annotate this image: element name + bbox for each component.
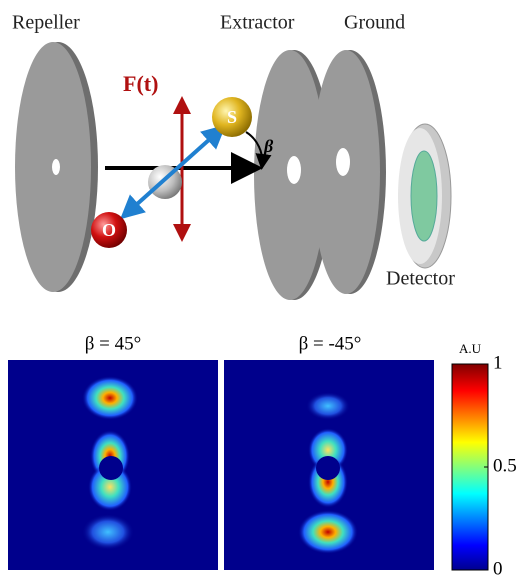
ground-label: Ground <box>344 12 405 34</box>
image-panel <box>8 360 218 570</box>
detector <box>398 124 451 268</box>
extractor-label: Extractor <box>220 12 295 34</box>
colorbar-tick-label: 0 <box>493 558 503 579</box>
sulfur-label: S <box>227 107 237 127</box>
figure: Repeller Extractor Ground Detector F(t) … <box>0 0 520 579</box>
colorbar-tick-label: 1 <box>493 352 503 373</box>
panel-title: β = 45° <box>85 333 141 354</box>
colorbar <box>452 364 488 570</box>
repeller-label: Repeller <box>12 12 80 34</box>
oxygen-label: O <box>102 220 116 240</box>
detector-label: Detector <box>386 268 455 290</box>
repeller-plate <box>15 42 98 292</box>
panel-title: β = -45° <box>299 333 362 354</box>
image-panel <box>224 360 434 570</box>
ground-plate <box>312 50 386 294</box>
colorbar-label: A.U <box>459 341 482 356</box>
field-label: F(t) <box>123 71 158 96</box>
molecule-axis <box>126 130 220 214</box>
colorbar-tick-label: 0.5 <box>493 455 517 476</box>
angle-label: β <box>263 136 274 156</box>
